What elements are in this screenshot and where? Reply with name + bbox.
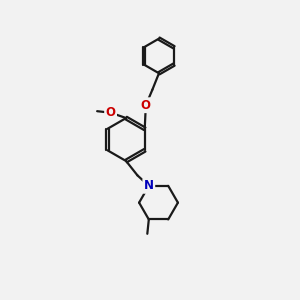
Text: O: O <box>106 106 116 119</box>
Text: N: N <box>144 179 154 192</box>
Text: O: O <box>141 99 151 112</box>
